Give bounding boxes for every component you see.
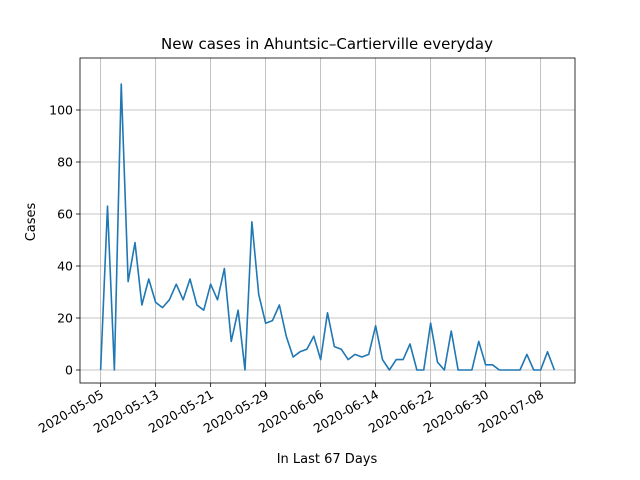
- y-tick-label: 60: [57, 207, 73, 222]
- x-axis-label: In Last 67 Days: [277, 452, 378, 467]
- y-axis-label: Cases: [24, 202, 39, 241]
- chart-title: New cases in Ahuntsic–Cartierville every…: [161, 35, 493, 53]
- y-tick-label: 100: [49, 103, 73, 118]
- plot-frame: [79, 57, 576, 384]
- y-tick-label: 80: [57, 155, 73, 170]
- y-tick-label: 0: [65, 363, 73, 378]
- y-tick-label: 40: [57, 259, 73, 274]
- data-line: [99, 83, 556, 371]
- y-tick-label: 20: [57, 311, 73, 326]
